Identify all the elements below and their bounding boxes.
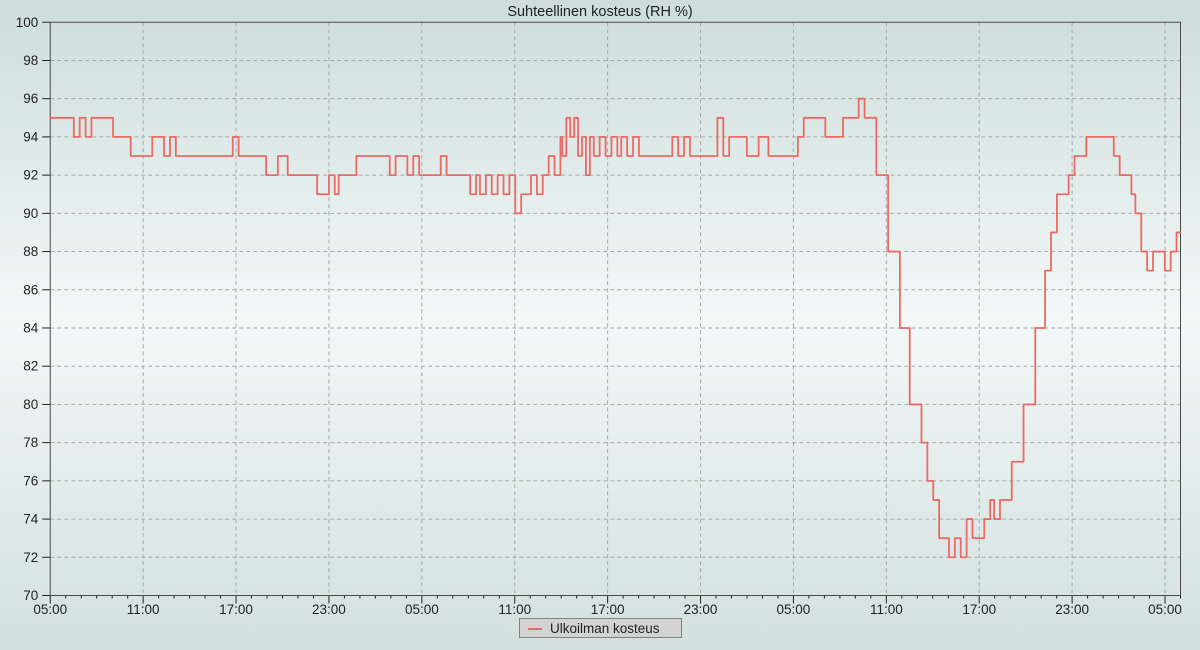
svg-text:Suhteellinen kosteus (RH %): Suhteellinen kosteus (RH %) (507, 4, 692, 20)
svg-text:76: 76 (23, 473, 38, 488)
svg-text:92: 92 (23, 168, 38, 183)
svg-text:84: 84 (23, 320, 39, 335)
svg-text:23:00: 23:00 (312, 602, 346, 617)
svg-text:05:00: 05:00 (777, 602, 811, 617)
svg-text:98: 98 (23, 53, 38, 68)
svg-text:17:00: 17:00 (962, 602, 996, 617)
svg-text:100: 100 (16, 15, 39, 30)
svg-text:11:00: 11:00 (870, 602, 903, 617)
svg-text:80: 80 (23, 397, 38, 412)
svg-text:23:00: 23:00 (684, 602, 718, 617)
svg-text:17:00: 17:00 (219, 602, 253, 617)
svg-text:23:00: 23:00 (1055, 602, 1089, 617)
svg-text:70: 70 (23, 588, 38, 603)
svg-text:17:00: 17:00 (591, 602, 625, 617)
svg-text:86: 86 (23, 282, 38, 297)
svg-text:96: 96 (23, 91, 38, 106)
svg-text:11:00: 11:00 (127, 602, 160, 617)
svg-text:90: 90 (23, 206, 38, 221)
svg-text:78: 78 (23, 435, 38, 450)
svg-text:88: 88 (23, 244, 38, 259)
svg-text:82: 82 (23, 359, 38, 374)
svg-text:11:00: 11:00 (498, 602, 531, 617)
svg-text:94: 94 (23, 129, 39, 144)
svg-text:72: 72 (23, 550, 38, 565)
svg-text:05:00: 05:00 (33, 602, 67, 617)
svg-text:05:00: 05:00 (1148, 602, 1182, 617)
svg-text:74: 74 (23, 512, 39, 527)
svg-text:05:00: 05:00 (405, 602, 439, 617)
